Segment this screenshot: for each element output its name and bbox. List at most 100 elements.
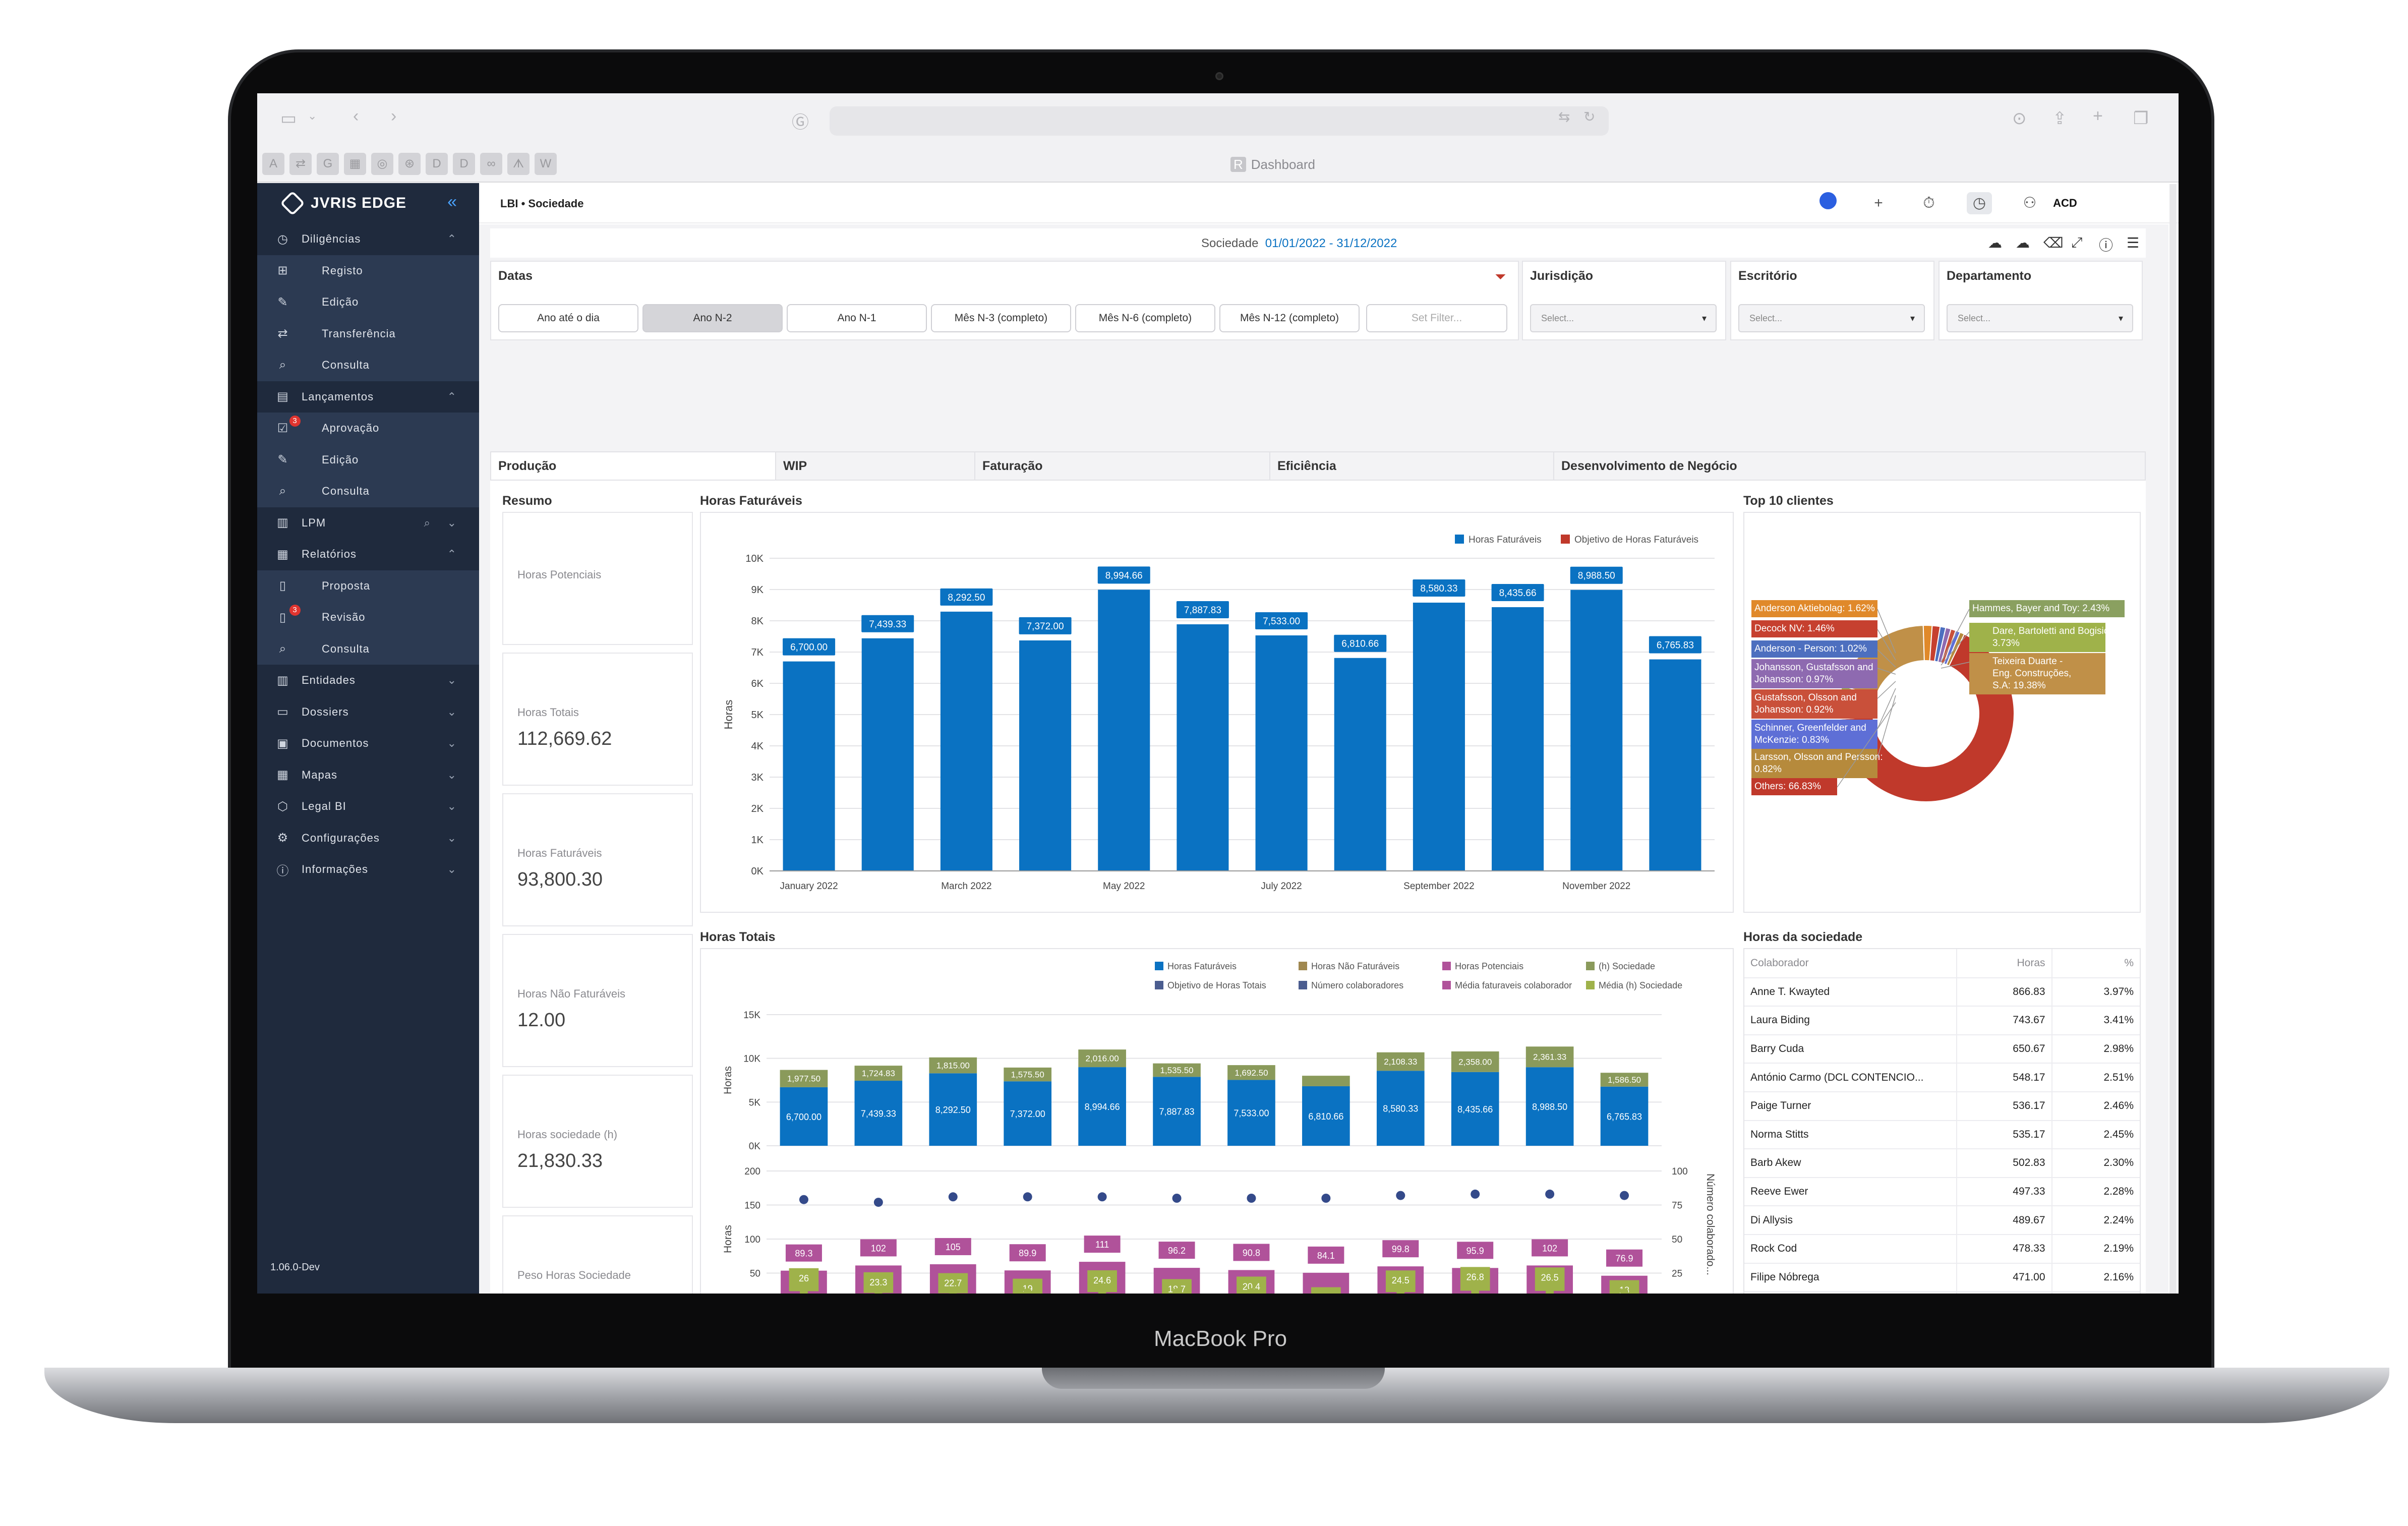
messenger-icon[interactable] xyxy=(1815,192,1841,214)
sidebar-item-4[interactable]: ⌕ Consulta xyxy=(257,349,479,381)
column-header[interactable]: % xyxy=(2051,949,2140,978)
table-row[interactable]: Paige Turner 536.17 2.46% xyxy=(1744,1091,2140,1121)
history-icon[interactable]: ◷ xyxy=(1967,192,1992,214)
list-icon[interactable]: ☰ xyxy=(2127,235,2140,251)
tab-wip[interactable]: WIP xyxy=(776,452,975,480)
user-initials[interactable]: ACD xyxy=(2053,197,2077,209)
table-row[interactable]: Norma Stitts 535.17 2.45% xyxy=(1744,1120,2140,1150)
info-icon[interactable]: ⓘ xyxy=(2099,238,2113,253)
sidebar-item-8[interactable]: ⌕ Consulta xyxy=(257,476,479,507)
dropdown-select[interactable]: Select... ▾ xyxy=(1530,304,1717,332)
dropdown-select[interactable]: Select... ▾ xyxy=(1947,304,2133,332)
sidebar-item-13[interactable]: ⌕ Consulta xyxy=(257,633,479,665)
table-row[interactable]: Laura Biding 743.67 3.41% xyxy=(1744,1006,2140,1035)
forward-icon[interactable]: › xyxy=(391,106,397,126)
tab-title[interactable]: R Dashboard xyxy=(1230,157,1315,172)
pinned-tab[interactable]: ◎ xyxy=(371,153,393,175)
date-button-3[interactable]: Mês N-3 (completo) xyxy=(931,304,1071,332)
date-button-1[interactable]: Ano N-2 xyxy=(642,304,783,332)
table-row[interactable]: Di Allysis 489.67 2.24% xyxy=(1744,1206,2140,1235)
new-tab-icon[interactable]: + xyxy=(2093,106,2103,126)
table-row[interactable]: António Carmo (DCL CONTENCIO... 548.17 2.5… xyxy=(1744,1063,2140,1092)
user-icon[interactable]: ⚇ xyxy=(2023,195,2037,211)
sidebar-item-0[interactable]: ◷ Diligências ⌃ xyxy=(257,223,479,255)
timer-icon[interactable]: ⏱ xyxy=(1923,195,1935,211)
sidebar-item-6[interactable]: ☑ Aprovação 3 xyxy=(257,413,479,444)
pinned-tab[interactable]: G xyxy=(317,153,339,175)
tab-faturacao[interactable]: Faturação xyxy=(975,452,1270,480)
sidebar-item-11[interactable]: ▯ Proposta xyxy=(257,570,479,602)
cloud-download-icon[interactable]: ☁ xyxy=(1988,235,2002,251)
table-row[interactable]: Rock Cod 478.33 2.19% xyxy=(1744,1234,2140,1264)
clear-filter-icon[interactable]: ⏷ xyxy=(1495,269,1506,284)
table-row[interactable]: Filipe Nóbrega 471.00 2.16% xyxy=(1744,1263,2140,1293)
chevron-down-icon[interactable]: ⌄ xyxy=(447,674,457,687)
sidebar-item-18[interactable]: ⬡ Legal BI ⌄ xyxy=(257,791,479,823)
set-filter-input[interactable]: Set Filter... xyxy=(1366,304,1507,332)
tab-desenvolvimento[interactable]: Desenvolvimento de Negócio xyxy=(1554,452,2145,480)
translate-icon[interactable]: ⇆ xyxy=(1558,109,1570,125)
sidebar-item-7[interactable]: ✎ Edição xyxy=(257,444,479,476)
pinned-tab[interactable]: ∞ xyxy=(480,153,502,175)
dropdown-select[interactable]: Select... ▾ xyxy=(1738,304,1925,332)
sidebar-item-2[interactable]: ✎ Edição xyxy=(257,286,479,318)
sidebar-item-5[interactable]: ▤ Lançamentos ⌃ xyxy=(257,381,479,413)
cloud-upload-icon[interactable]: ☁ xyxy=(2016,235,2030,251)
date-button-0[interactable]: Ano até o dia xyxy=(498,304,638,332)
pinned-tab[interactable]: ⇄ xyxy=(289,153,312,175)
chevron-down-icon[interactable]: ⌄ xyxy=(447,768,457,781)
pinned-tab[interactable]: ᗑ xyxy=(507,153,530,175)
pinned-tab[interactable]: ⊛ xyxy=(398,153,421,175)
date-button-2[interactable]: Ano N-1 xyxy=(787,304,927,332)
table-row[interactable]: Anne T. Kwayted 866.83 3.97% xyxy=(1744,977,2140,1007)
pinned-tab[interactable]: D xyxy=(426,153,448,175)
search-icon[interactable]: ⌕ xyxy=(424,516,431,529)
table-row[interactable]: Reeve Ewer 497.33 2.28% xyxy=(1744,1177,2140,1207)
chevron-down-icon[interactable]: ⌄ xyxy=(447,516,457,529)
tabs-overview-icon[interactable]: ❐ xyxy=(2133,109,2149,128)
column-header[interactable]: Horas xyxy=(1956,949,2052,978)
address-bar[interactable] xyxy=(830,106,1609,136)
chevron-up-icon[interactable]: ⌃ xyxy=(447,232,457,246)
share-icon[interactable]: ⇪ xyxy=(2052,109,2067,128)
tab-eficiencia[interactable]: Eficiência xyxy=(1270,452,1554,480)
date-button-5[interactable]: Mês N-12 (completo) xyxy=(1219,304,1360,332)
sidebar-toggle-icon[interactable]: ▭ xyxy=(280,109,297,128)
chevron-up-icon[interactable]: ⌃ xyxy=(447,548,457,561)
chevron-up-icon[interactable]: ⌃ xyxy=(447,390,457,403)
tab-producao[interactable]: Produção xyxy=(491,452,776,480)
column-header[interactable]: Colaborador xyxy=(1744,949,1957,978)
sidebar-item-3[interactable]: ⇄ Transferência xyxy=(257,318,479,349)
sidebar-item-10[interactable]: ▦ Relatórios ⌃ xyxy=(257,539,479,570)
sidebar-item-19[interactable]: ⚙ Configurações ⌄ xyxy=(257,822,479,854)
chevron-down-icon[interactable]: ⌄ xyxy=(447,863,457,876)
pinned-tab[interactable]: W xyxy=(535,153,557,175)
reload-icon[interactable]: ↻ xyxy=(1583,109,1596,125)
sidebar-item-14[interactable]: ▥ Entidades ⌄ xyxy=(257,665,479,696)
sidebar-item-12[interactable]: ▯ Revisão 3 xyxy=(257,602,479,633)
collapse-sidebar-icon[interactable]: « xyxy=(447,192,457,211)
add-icon[interactable]: + xyxy=(1874,195,1883,211)
pinned-tab[interactable]: ▦ xyxy=(344,153,366,175)
sidebar-item-16[interactable]: ▣ Documentos ⌄ xyxy=(257,728,479,759)
sidebar-item-15[interactable]: ▭ Dossiers ⌄ xyxy=(257,696,479,728)
sidebar-item-20[interactable]: ⓘ Informações ⌄ xyxy=(257,854,479,886)
sidebar-item-9[interactable]: ▥ LPM ⌕ ⌄ xyxy=(257,507,479,539)
chevron-down-icon[interactable]: ⌄ xyxy=(447,831,457,844)
eraser-icon[interactable]: ⌫ xyxy=(2043,235,2064,251)
date-button-4[interactable]: Mês N-6 (completo) xyxy=(1075,304,1215,332)
chevron-down-icon[interactable]: ⌄ xyxy=(308,109,317,122)
chevron-down-icon[interactable]: ⌄ xyxy=(447,737,457,750)
table-row[interactable]: Barry Cuda 650.67 2.98% xyxy=(1744,1034,2140,1064)
chevron-down-icon[interactable]: ⌄ xyxy=(447,800,457,813)
fullscreen-icon[interactable]: ⤢ xyxy=(2071,234,2083,250)
sidebar-item-1[interactable]: ⊞ Registo xyxy=(257,255,479,286)
table-row[interactable]: Sly Meebuggah464.172.13% xyxy=(1744,1292,2140,1294)
chevron-down-icon[interactable]: ⌄ xyxy=(447,705,457,718)
sidebar-item-17[interactable]: ▦ Mapas ⌄ xyxy=(257,759,479,791)
back-icon[interactable]: ‹ xyxy=(353,106,359,126)
pinned-tab[interactable]: A xyxy=(262,153,284,175)
download-icon[interactable]: ⊙ xyxy=(2012,109,2027,128)
grammarly-icon[interactable]: Ⓖ xyxy=(792,113,809,132)
pinned-tab[interactable]: D xyxy=(453,153,475,175)
